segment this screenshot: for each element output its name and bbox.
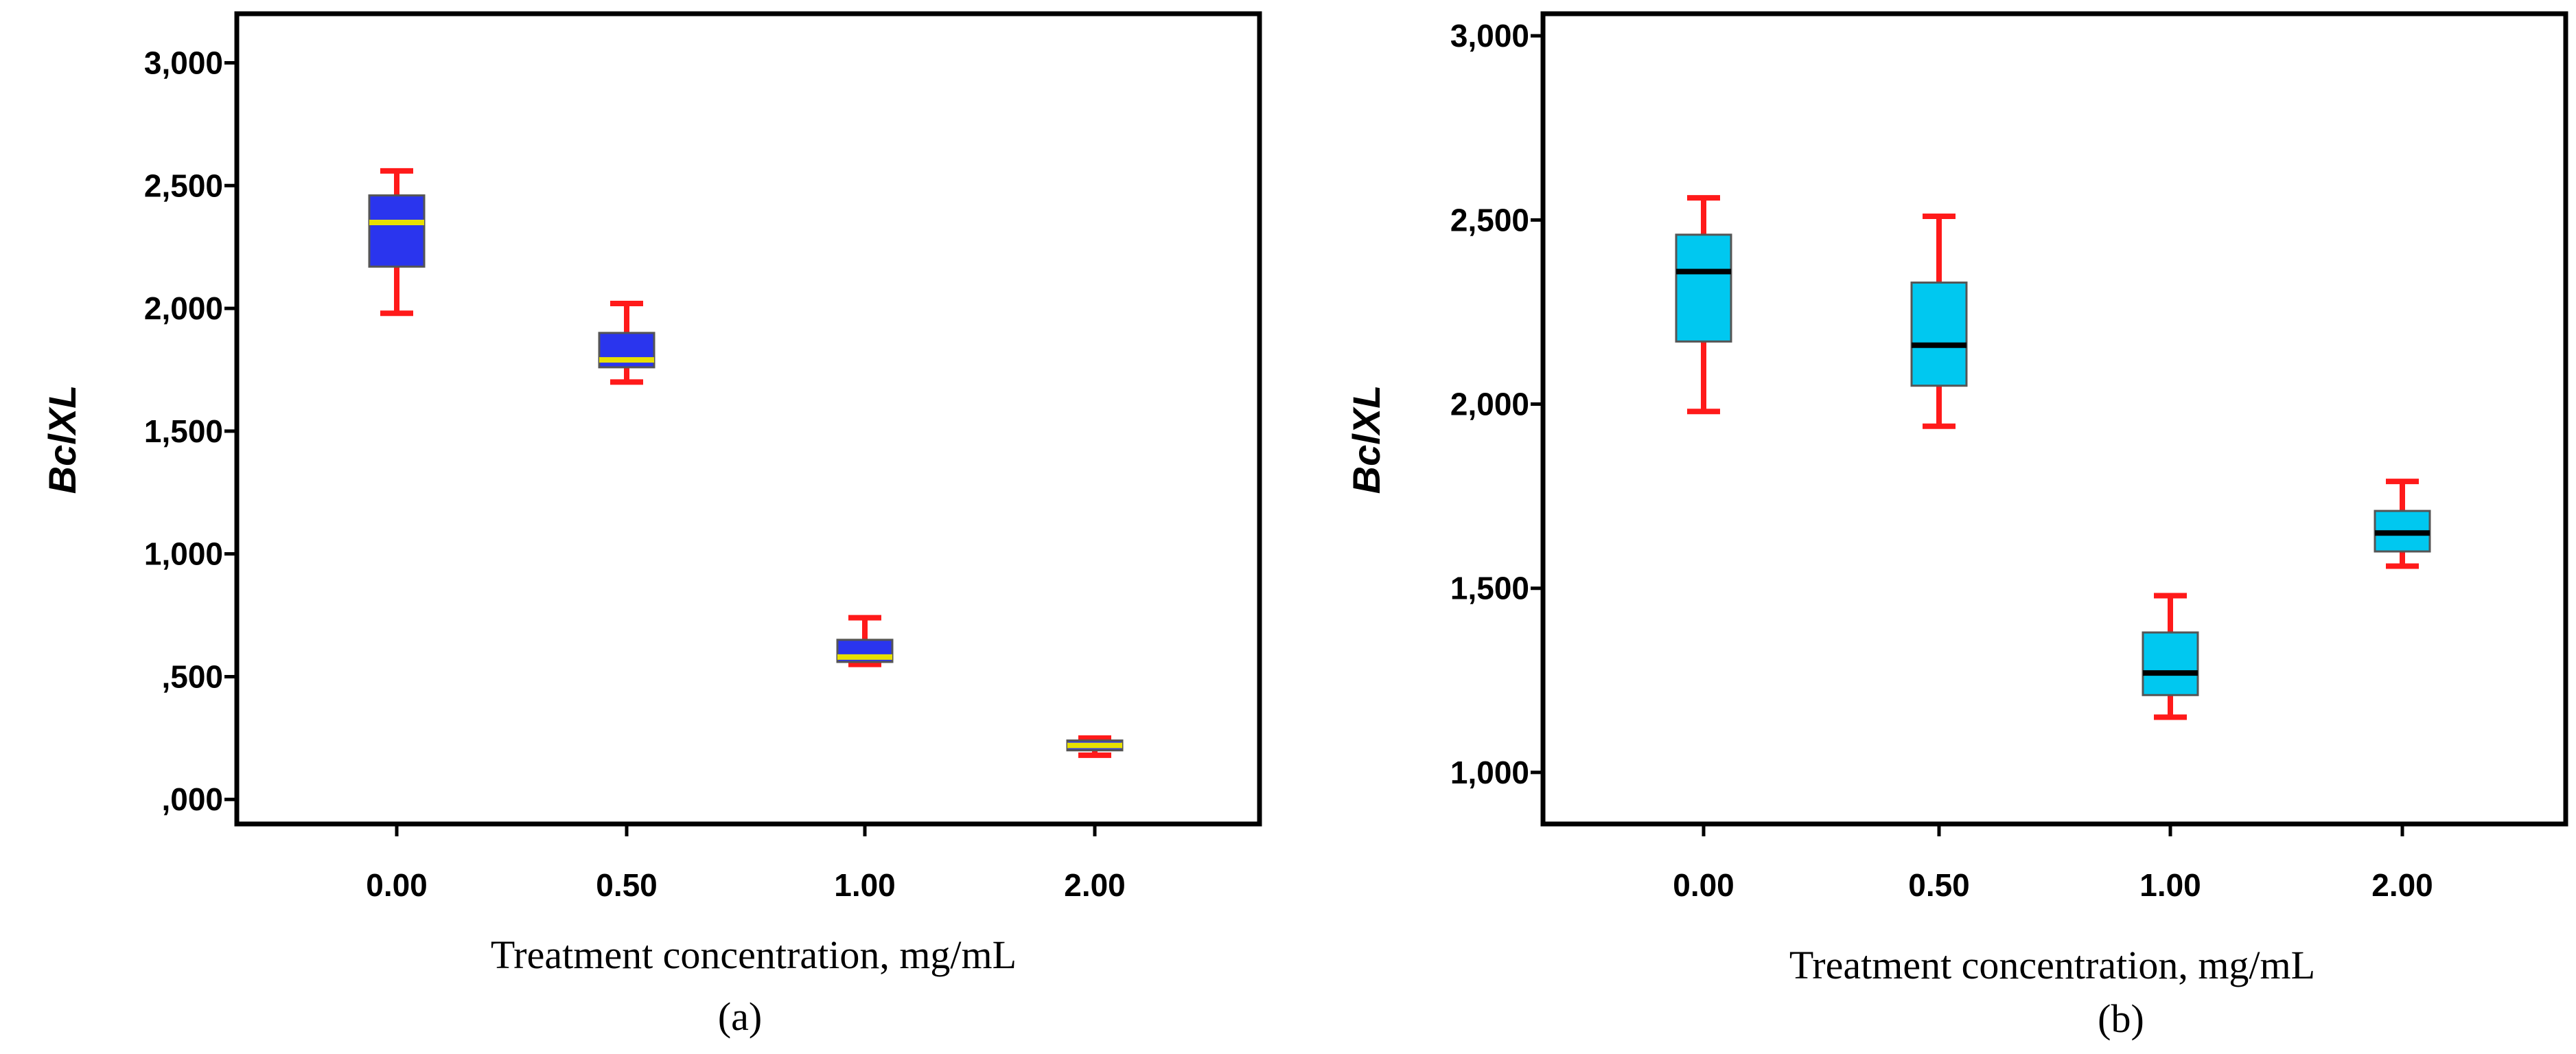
y-tick-label-a: ,000: [161, 781, 223, 817]
x-tick-label-a: 0.50: [596, 867, 658, 903]
x-tick-label-a: 0.00: [366, 867, 428, 903]
iqr-box: [1910, 282, 1968, 387]
x-tick-label-b: 0.50: [1908, 867, 1970, 903]
y-axis-a: ,000 ,500 1,000 1,500 2,000 2,500 3,000: [144, 45, 237, 817]
iqr-box: [1675, 233, 1732, 343]
y-tick-label-a: 2,000: [144, 290, 223, 326]
panel-label-b: (b): [2098, 996, 2144, 1041]
y-axis-label-a: BclXL: [40, 385, 84, 494]
box-a-2: [836, 615, 894, 667]
box-b-3: [2374, 479, 2431, 569]
y-axis-label-b: BclXL: [1345, 385, 1388, 494]
panel-label-a: (a): [718, 994, 762, 1039]
y-tick-label-a: 1,500: [144, 413, 223, 449]
x-tick-label-a: 1.00: [834, 867, 896, 903]
boxes-a: [368, 168, 1124, 758]
x-axis-a: 0.00 0.50 1.00 2.00: [366, 824, 1126, 903]
y-tick-label-b: 2,500: [1450, 202, 1529, 238]
y-tick-label-a: 1,000: [144, 536, 223, 572]
boxes-b: [1675, 195, 2431, 720]
y-tick-label-b: 1,000: [1450, 755, 1529, 790]
y-tick-label-b: 1,500: [1450, 571, 1529, 606]
iqr-box: [368, 194, 426, 268]
box-a-0: [368, 168, 426, 317]
x-tick-label-b: 1.00: [2139, 867, 2201, 903]
plot-frame-b: [1540, 11, 2568, 827]
iqr-box: [2142, 631, 2199, 696]
plot-frame-a: [234, 11, 1262, 827]
y-tick-label-b: 2,000: [1450, 387, 1529, 422]
box-b-0: [1675, 195, 1732, 415]
x-axis-label-b: Treatment concentration, mg/mL: [1789, 943, 2315, 987]
y-tick-label-a: ,500: [161, 658, 223, 694]
x-tick-label-b: 2.00: [2371, 867, 2433, 903]
x-axis-b: 0.00 0.50 1.00 2.00: [1673, 824, 2433, 903]
panel-b: 1,000 1,500 2,000 2,500 3,000 0.00 0.50 1.00 2.…: [1345, 11, 2568, 1041]
box-a-1: [598, 300, 655, 385]
y-tick-label-a: 2,500: [144, 168, 223, 203]
box-b-2: [2142, 593, 2199, 720]
y-tick-label-b: 3,000: [1450, 18, 1529, 54]
box-a-3: [1066, 735, 1124, 758]
box-b-1: [1910, 214, 1968, 429]
x-axis-label-a: Treatment concentration, mg/mL: [491, 932, 1017, 977]
x-tick-label-a: 2.00: [1064, 867, 1126, 903]
x-tick-label-b: 0.00: [1673, 867, 1734, 903]
y-axis-b: 1,000 1,500 2,000 2,500 3,000: [1450, 18, 1543, 790]
y-tick-label-a: 3,000: [144, 45, 223, 81]
